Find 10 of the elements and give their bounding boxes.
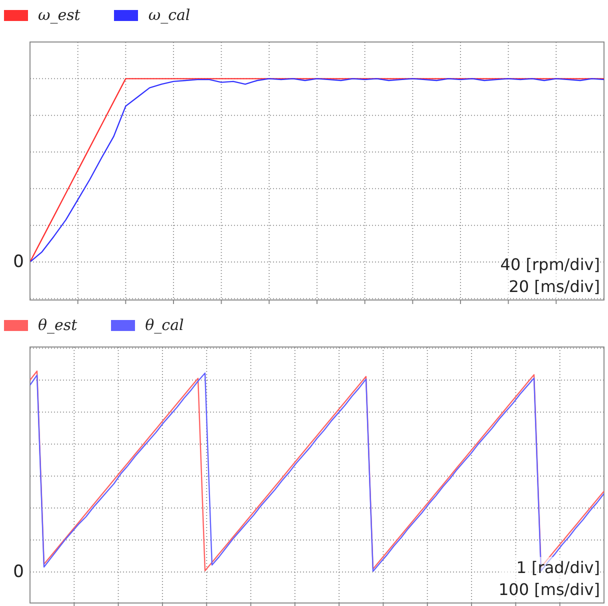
legend-label: θ_cal [145, 316, 184, 334]
annotation: 40 [rpm/div] [500, 254, 600, 276]
annotation: 1 [rad/div] [515, 557, 600, 579]
text: 20 [ms/div] [508, 276, 600, 298]
legend-label: ω_est [38, 6, 80, 24]
text: 0 [13, 251, 24, 273]
legend-label: ω_cal [148, 6, 190, 24]
legend-label: θ_est [38, 316, 78, 334]
text: 100 [ms/div] [498, 579, 600, 601]
text: 0 [13, 561, 24, 583]
